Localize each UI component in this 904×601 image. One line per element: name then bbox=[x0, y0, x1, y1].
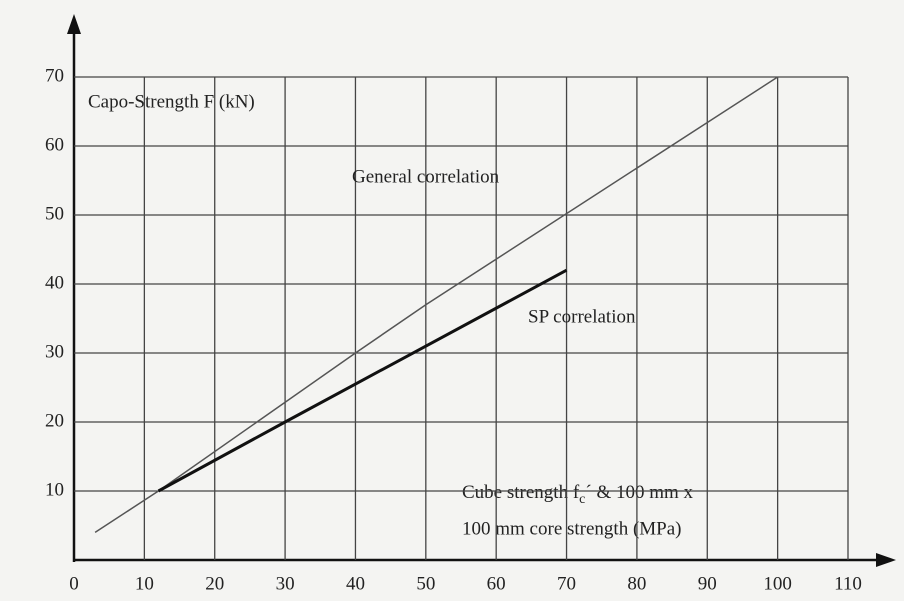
x-axis-label-line2: 100 mm core strength (MPa) bbox=[462, 518, 682, 539]
x-axis-arrow bbox=[876, 553, 896, 567]
x-tick-label: 90 bbox=[698, 573, 717, 594]
y-tick-label: 70 bbox=[45, 65, 64, 86]
y-tick-label: 30 bbox=[45, 341, 64, 362]
y-tick-label: 50 bbox=[45, 203, 64, 224]
x-tick-label: 110 bbox=[834, 573, 862, 594]
x-tick-label: 0 bbox=[69, 573, 79, 594]
x-tick-label: 50 bbox=[416, 573, 435, 594]
x-label-suffix: ´ & 100 mm x bbox=[585, 482, 693, 503]
x-tick-label: 60 bbox=[487, 573, 506, 594]
y-tick-label: 20 bbox=[45, 410, 64, 431]
x-tick-label: 80 bbox=[627, 573, 646, 594]
y-axis-label: Capo-Strength F (kN) bbox=[88, 91, 255, 112]
series-label: SP correlation bbox=[528, 306, 636, 327]
x-axis-label: Cube strength fc´ & 100 mm x bbox=[462, 482, 694, 507]
y-tick-label: 40 bbox=[45, 272, 64, 293]
x-tick-label: 100 bbox=[763, 573, 792, 594]
y-axis-arrow bbox=[67, 14, 81, 34]
y-tick-label: 60 bbox=[45, 134, 64, 155]
x-tick-label: 70 bbox=[557, 573, 576, 594]
x-tick-label: 40 bbox=[346, 573, 365, 594]
y-tick-label: 10 bbox=[45, 479, 64, 500]
series-line bbox=[157, 268, 568, 493]
x-tick-label: 10 bbox=[135, 573, 154, 594]
x-tick-label: 20 bbox=[205, 573, 224, 594]
series-label: General correlation bbox=[352, 166, 500, 187]
x-tick-label: 30 bbox=[276, 573, 295, 594]
x-label-subscript: c bbox=[579, 492, 585, 507]
x-label-prefix: Cube strength f bbox=[462, 482, 580, 503]
series-line bbox=[94, 76, 779, 534]
